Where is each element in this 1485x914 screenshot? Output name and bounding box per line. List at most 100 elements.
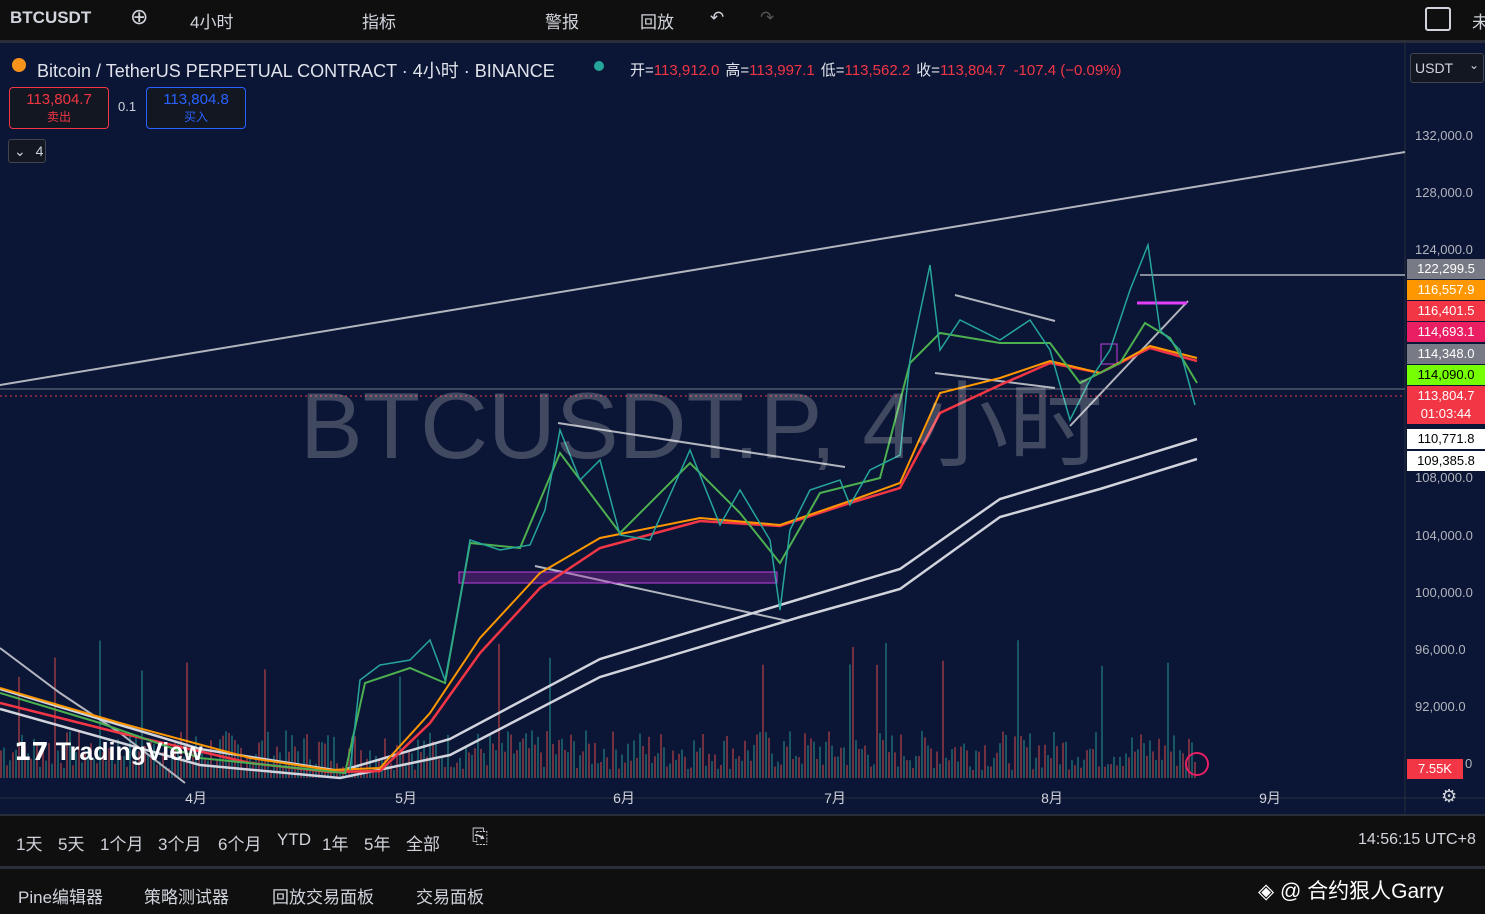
add-icon[interactable]: ⊕ — [130, 4, 149, 29]
volume-bar — [1089, 748, 1091, 778]
volume-bar — [966, 750, 968, 778]
credit-icon: ◈ — [1258, 880, 1280, 903]
panel-tab[interactable]: Pine编辑器 — [18, 888, 104, 907]
volume-bar — [804, 733, 806, 778]
volume-bar — [471, 754, 473, 778]
volume-bar — [324, 743, 326, 778]
range-button[interactable]: YTD — [277, 830, 311, 849]
volume-bar — [72, 765, 74, 778]
ohlc-value: 113,562.2 — [844, 62, 911, 79]
volume-bar — [135, 734, 137, 778]
volume-bar — [894, 752, 896, 778]
volume-bar — [147, 753, 149, 778]
volume-bar — [60, 762, 62, 778]
volume-bar — [30, 758, 32, 778]
volume-bar — [1119, 756, 1121, 778]
layout-icon[interactable] — [1425, 7, 1451, 31]
price-label: 109,385.8 — [1407, 451, 1485, 471]
volume-bar — [789, 731, 791, 778]
price-label-text: 114,348.0 — [1417, 346, 1475, 361]
volume-bar — [429, 732, 431, 778]
panel-tab[interactable]: 策略测试器 — [144, 888, 229, 907]
volume-bar — [1071, 760, 1073, 778]
volume-bar — [612, 731, 614, 778]
volume-bar — [1053, 732, 1055, 778]
range-button[interactable]: 5年 — [364, 835, 391, 854]
alerts[interactable]: 警报 — [545, 13, 579, 32]
volume-bar — [522, 738, 524, 778]
volume-bar — [534, 744, 536, 778]
moving-average — [0, 457, 1198, 780]
goto-date-icon[interactable]: ⎘ — [472, 826, 488, 848]
volume-bar — [699, 747, 701, 778]
volume-bar — [735, 758, 737, 778]
volume-bar — [186, 662, 188, 778]
volume-bar — [87, 747, 89, 778]
volume-bar — [588, 743, 590, 778]
credit-text: @ 合约狠人Garry — [1279, 880, 1444, 903]
trendline — [1069, 300, 1189, 427]
volume-bar — [681, 749, 683, 778]
volume-bar — [231, 735, 233, 778]
range-button[interactable]: 1天 — [16, 835, 43, 854]
volume-bar — [48, 743, 50, 778]
alert-icon[interactable] — [1185, 752, 1209, 776]
volume-bar — [291, 735, 293, 778]
ohlc-row: 开=113,912.0 高=113,997.1 低=113,562.2 收=113,8… — [630, 59, 1122, 80]
top-toolbar: BTCUSDT ⊕ 4小时 指标 警报 回放 ↶ ↷ 未 — [0, 0, 1485, 43]
volume-bar — [180, 731, 182, 778]
volume-bar — [513, 753, 515, 778]
volume-bar — [780, 764, 782, 778]
volume-bar — [747, 750, 749, 778]
settings-icon[interactable]: ⚙ — [1441, 786, 1458, 806]
volume-bar — [1110, 764, 1112, 778]
undo[interactable]: ↶ — [710, 8, 725, 27]
volume-bar — [75, 752, 77, 778]
range-button[interactable]: 5天 — [58, 835, 85, 854]
volume-bar — [651, 762, 653, 778]
volume-bar — [822, 764, 824, 778]
volume-bar — [267, 731, 269, 778]
volume-bar — [798, 757, 800, 778]
sell-button[interactable]: 113,804.7 卖出 — [9, 87, 109, 129]
indicator-toggle[interactable]: ⌄ 4 — [8, 139, 46, 163]
volume-bar — [501, 742, 503, 778]
currency-select[interactable]: USDT ⌄ — [1410, 53, 1484, 83]
replay[interactable]: 回放 — [640, 13, 674, 32]
interval[interactable]: 4小时 — [190, 13, 234, 32]
price-label: 116,557.9 — [1407, 280, 1485, 300]
price-tick: 104,000.0 — [1415, 528, 1473, 543]
volume-bar — [33, 738, 35, 778]
volume-bar — [1041, 767, 1043, 778]
range-button[interactable]: 全部 — [406, 835, 440, 854]
volume-bar — [960, 746, 962, 778]
volume-bar — [318, 741, 320, 778]
volume-bar — [507, 731, 509, 778]
volume-bar — [561, 738, 563, 778]
volume-bar — [15, 749, 17, 778]
volume-bar — [3, 747, 5, 778]
volume-bar — [1077, 756, 1079, 778]
range-button[interactable]: 3个月 — [158, 835, 202, 854]
volume-bar — [453, 767, 455, 778]
panel-tab[interactable]: 回放交易面板 — [272, 888, 374, 907]
symbol[interactable]: BTCUSDT — [10, 8, 92, 27]
range-button[interactable]: 1年 — [322, 835, 349, 854]
volume-bar — [6, 765, 8, 778]
volume-bar — [177, 744, 179, 778]
range-button[interactable]: 1个月 — [100, 835, 144, 854]
redo[interactable]: ↷ — [760, 8, 775, 27]
volume-bar — [0, 750, 2, 778]
volume-bar — [843, 747, 845, 778]
range-button[interactable]: 6个月 — [218, 835, 262, 854]
volume-bar — [51, 763, 53, 778]
indicators[interactable]: 指标 — [362, 13, 396, 32]
buy-button[interactable]: 113,804.8 买入 — [146, 87, 246, 129]
volume-bar — [852, 646, 854, 778]
volume-bar — [150, 739, 152, 778]
trendline — [954, 294, 1056, 322]
price-label: 116,401.5 — [1407, 301, 1485, 321]
volume-bar — [627, 743, 629, 778]
cut-off-label[interactable]: 未 — [1472, 13, 1485, 32]
panel-tab[interactable]: 交易面板 — [416, 888, 484, 907]
